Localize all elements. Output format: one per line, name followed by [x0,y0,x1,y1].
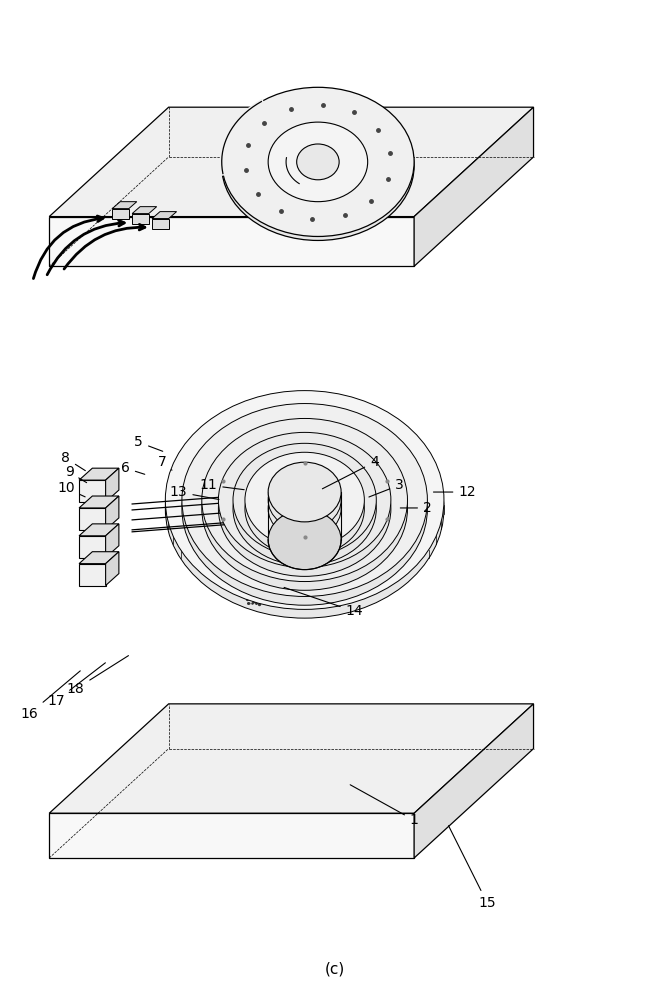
Polygon shape [79,496,119,508]
Text: 14: 14 [284,587,363,618]
Polygon shape [79,508,106,530]
Polygon shape [50,217,414,266]
Text: 8: 8 [62,451,86,471]
Text: 16: 16 [21,671,80,721]
Ellipse shape [182,412,427,605]
Text: 2: 2 [400,501,432,515]
Text: 15: 15 [448,826,496,910]
Polygon shape [106,524,119,558]
Polygon shape [79,552,119,564]
Ellipse shape [218,432,391,568]
Polygon shape [414,704,534,858]
Ellipse shape [165,391,444,609]
Text: 18: 18 [67,656,128,696]
Text: 10: 10 [57,481,85,497]
Text: 3: 3 [369,478,404,497]
Text: 17: 17 [47,663,106,708]
Ellipse shape [221,91,414,240]
Ellipse shape [233,443,376,557]
Ellipse shape [202,427,407,590]
Polygon shape [132,207,157,214]
Polygon shape [106,468,119,502]
Text: (c): (c) [324,962,345,977]
Ellipse shape [296,144,339,180]
Ellipse shape [218,441,391,576]
Ellipse shape [165,399,444,618]
Ellipse shape [245,452,365,548]
Polygon shape [79,524,119,536]
Ellipse shape [268,462,341,522]
Ellipse shape [268,470,341,530]
Ellipse shape [268,122,368,202]
Ellipse shape [182,404,427,596]
Ellipse shape [268,510,341,570]
Text: 7: 7 [158,455,172,470]
Polygon shape [132,214,149,224]
Ellipse shape [221,87,414,236]
Polygon shape [152,212,177,219]
Polygon shape [112,202,136,209]
Polygon shape [152,219,169,229]
Text: 11: 11 [199,478,244,492]
Text: 5: 5 [134,435,163,451]
Polygon shape [50,704,534,813]
Ellipse shape [268,479,341,539]
Polygon shape [106,496,119,530]
Polygon shape [112,209,129,219]
Ellipse shape [202,418,407,582]
Polygon shape [79,480,106,502]
Text: 9: 9 [65,465,87,483]
Ellipse shape [233,452,376,565]
Polygon shape [50,813,414,858]
Polygon shape [106,552,119,586]
Polygon shape [79,536,106,558]
Polygon shape [414,107,534,266]
Ellipse shape [245,461,365,556]
Text: 6: 6 [121,461,145,475]
Text: 13: 13 [170,485,219,499]
Polygon shape [79,468,119,480]
Polygon shape [79,564,106,586]
Text: 12: 12 [434,485,476,499]
Polygon shape [50,107,534,217]
Text: 1: 1 [350,785,419,827]
Text: 4: 4 [322,455,379,489]
